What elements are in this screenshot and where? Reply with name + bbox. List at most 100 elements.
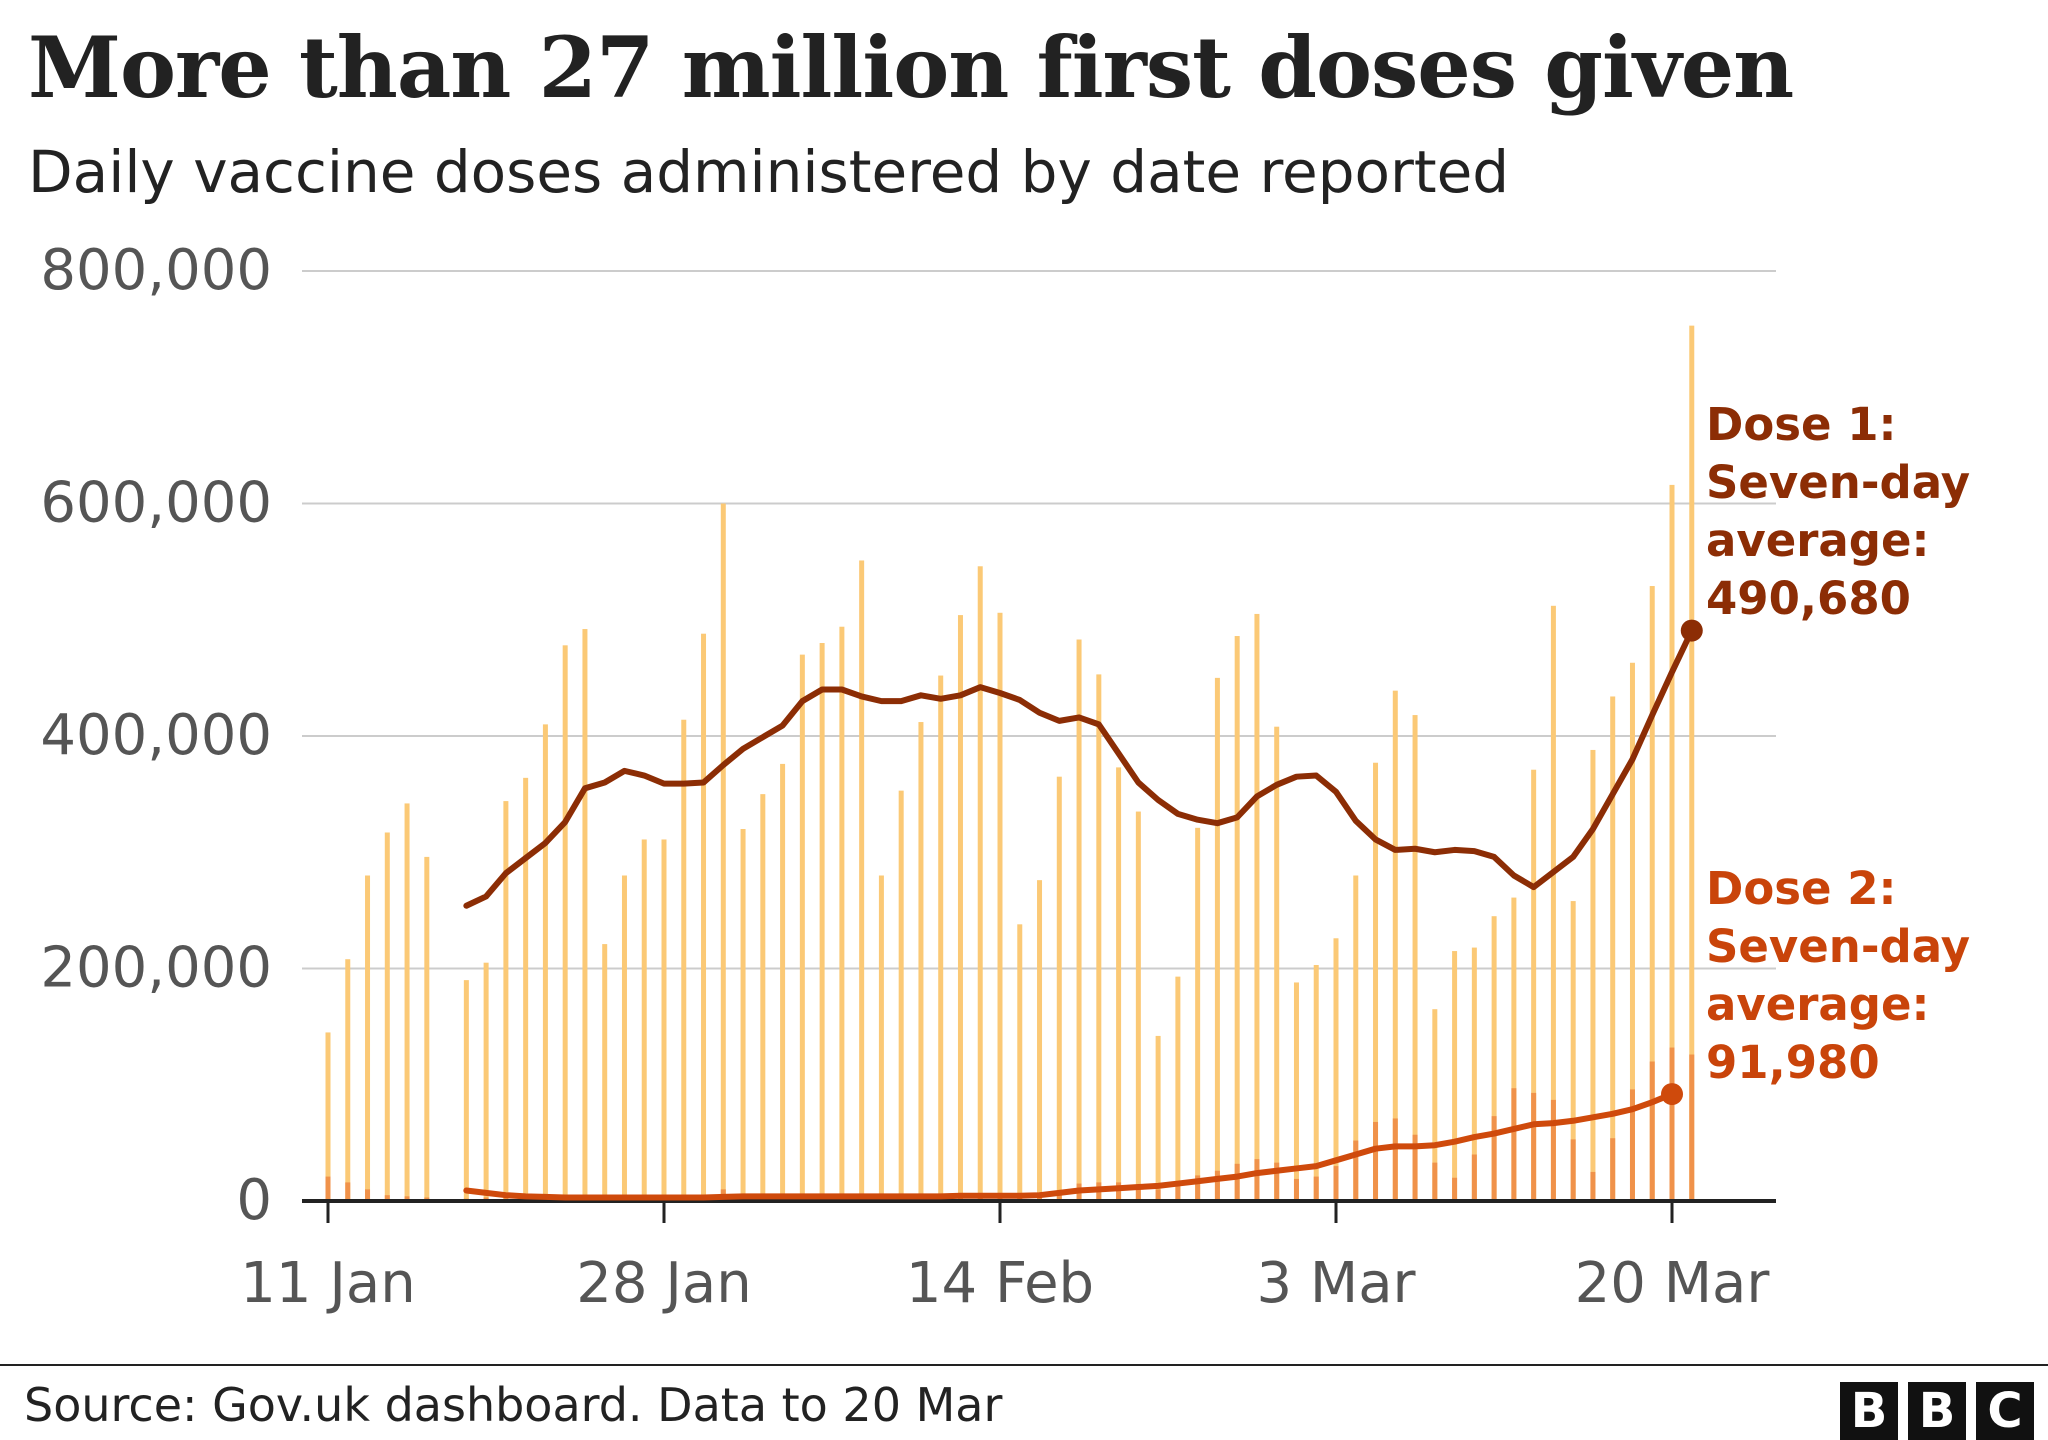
- source-note: Source: Gov.uk dashboard. Data to 20 Mar: [24, 1378, 1003, 1432]
- dose1-bar: [1669, 484, 1675, 1201]
- dose1-bar: [1550, 605, 1556, 1201]
- dose2-bar: [1353, 1140, 1359, 1201]
- dose2-bar: [1412, 1134, 1418, 1201]
- dose1-bar: [483, 962, 489, 1201]
- dose1-bar: [1175, 976, 1181, 1201]
- bbc-logo-letter: B: [1840, 1382, 1898, 1440]
- dose1-bar: [1471, 947, 1477, 1201]
- dose2-bar: [1610, 1138, 1616, 1201]
- dose1-bar: [740, 829, 746, 1201]
- dose1-bar: [1610, 696, 1616, 1201]
- x-tick-label: 3 Mar: [1256, 1251, 1416, 1316]
- dose1-bar: [365, 875, 371, 1201]
- x-tick-label: 14 Feb: [906, 1251, 1094, 1316]
- x-tick-label: 28 Jan: [576, 1251, 751, 1316]
- dose1-bar: [938, 675, 944, 1201]
- dose2-bar: [1056, 1191, 1062, 1201]
- x-axis: [302, 1199, 1776, 1223]
- dose2-bar: [1531, 1092, 1537, 1201]
- dose2-bar: [1373, 1121, 1379, 1201]
- dose1-bar: [1155, 1035, 1161, 1201]
- dose2-bar: [1511, 1088, 1517, 1201]
- y-tick-label: 200,000: [40, 936, 272, 1001]
- dose2-bar: [1313, 1176, 1319, 1201]
- dose1-bar: [463, 980, 469, 1201]
- dose2-bar: [1590, 1171, 1596, 1201]
- dose1-bar: [1629, 662, 1635, 1201]
- dose1-bar: [819, 643, 825, 1201]
- dose2-bar: [325, 1176, 331, 1201]
- dose2-bar: [1649, 1061, 1655, 1201]
- dose1-average-endpoint: [1680, 619, 1703, 642]
- dose1-bar: [582, 629, 588, 1201]
- chart-subtitle: Daily vaccine doses administered by date…: [28, 138, 1510, 206]
- dose1-bar: [1195, 827, 1201, 1201]
- dose1-bar: [1135, 811, 1141, 1201]
- dose2-bar: [1254, 1159, 1260, 1201]
- dose2-bar: [1234, 1163, 1240, 1201]
- dose1-bar: [878, 875, 884, 1201]
- dose1-bar: [404, 803, 410, 1201]
- dose1-bar: [997, 612, 1003, 1201]
- dose2-annotation-value: 91,980: [1706, 1036, 1880, 1089]
- dose1-bar: [1373, 762, 1379, 1201]
- y-tick-label: 600,000: [40, 471, 272, 536]
- dose1-bar: [839, 626, 845, 1201]
- dose1-bar: [1017, 924, 1023, 1201]
- dose2-bar: [1274, 1162, 1280, 1201]
- dose1-bar: [1116, 767, 1122, 1201]
- dose1-bar: [1570, 901, 1576, 1201]
- dose2-bar: [1155, 1189, 1161, 1201]
- dose2-bar: [1392, 1118, 1398, 1201]
- dose2-bar: [1471, 1154, 1477, 1201]
- dose2-bar: [1432, 1162, 1438, 1201]
- chart-title: More than 27 million first doses given: [28, 18, 1794, 117]
- dose1-bar: [1392, 690, 1398, 1201]
- dose2-annotation-line: Dose 2:: [1706, 862, 1897, 915]
- dose1-bar: [1293, 982, 1299, 1201]
- dose1-bar: [1491, 916, 1497, 1201]
- dose1-bar: [1531, 769, 1537, 1201]
- dose1-bar: [661, 839, 667, 1201]
- dose1-bar: [957, 615, 963, 1201]
- dose1-bar: [1234, 636, 1240, 1201]
- dose2-bar: [384, 1195, 390, 1201]
- footer-divider: [0, 1364, 2048, 1366]
- dose1-annotation-value: 490,680: [1706, 572, 1911, 625]
- dose2-bar: [1214, 1170, 1220, 1201]
- dose1-bar: [1353, 875, 1359, 1201]
- dose1-bar: [1452, 951, 1458, 1201]
- dose1-bar: [681, 719, 687, 1201]
- dose2-average-annotation: Dose 2: Seven-day average: 91,980: [1706, 860, 1970, 1092]
- dose1-bars: [325, 325, 1695, 1201]
- dose1-average-annotation: Dose 1: Seven-day average: 490,680: [1706, 396, 1970, 628]
- dose2-bar: [365, 1189, 371, 1201]
- dose1-bar: [641, 839, 647, 1201]
- x-tick-label: 11 Jan: [240, 1251, 415, 1316]
- dose1-bar: [1214, 677, 1220, 1201]
- dose1-bar: [1096, 674, 1102, 1201]
- dose2-average-line: [463, 1091, 1675, 1201]
- dose2-bar: [1293, 1178, 1299, 1201]
- dose2-bar: [1629, 1089, 1635, 1201]
- bbc-logo-letter: B: [1908, 1382, 1966, 1440]
- dose2-bar: [1452, 1177, 1458, 1201]
- dose1-bar: [720, 503, 726, 1201]
- dose2-bar: [1669, 1047, 1675, 1201]
- y-axis-tick-labels: 0 200,000 400,000 600,000 800,000: [40, 238, 272, 1233]
- dose1-bar: [799, 654, 805, 1201]
- dose1-bar: [1333, 938, 1339, 1201]
- y-tick-label: 0: [236, 1168, 272, 1233]
- dose2-bar: [1689, 1054, 1695, 1201]
- dose1-bar: [621, 875, 627, 1201]
- dose2-bars: [325, 1047, 1695, 1201]
- dose2-bar: [1175, 1184, 1181, 1201]
- dose1-bar: [760, 794, 766, 1201]
- y-tick-label: 400,000: [40, 703, 272, 768]
- dose2-bar: [1116, 1182, 1122, 1201]
- dose1-bar: [384, 832, 390, 1201]
- dose2-bar: [1333, 1166, 1339, 1201]
- dose1-bar: [542, 724, 548, 1201]
- dose1-bar: [1649, 586, 1655, 1201]
